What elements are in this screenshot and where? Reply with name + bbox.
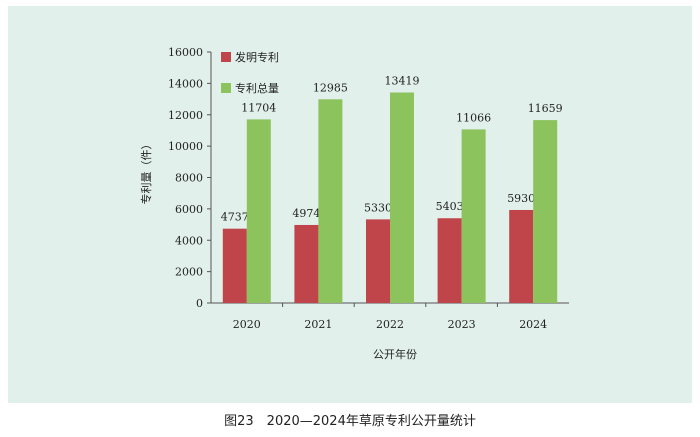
y-tick-label: 6000 [175, 203, 203, 216]
legend-label: 发明专利 [235, 50, 279, 64]
bar-total [461, 129, 486, 303]
x-tick-label: 2021 [304, 318, 332, 331]
bar-invention [222, 228, 247, 303]
bar-total [318, 99, 343, 303]
data-label: 11704 [241, 101, 276, 114]
x-tick-label: 2022 [376, 318, 404, 331]
y-axis-title: 专利量（件） [139, 139, 153, 205]
data-label: 13419 [385, 74, 420, 87]
bar-invention [437, 218, 462, 303]
bar-invention [509, 209, 534, 303]
data-label: 5930 [507, 192, 535, 205]
data-label: 5403 [436, 200, 464, 213]
legend-swatch [221, 83, 231, 93]
x-tick-label: 2024 [519, 318, 547, 331]
bar-total [390, 92, 414, 303]
data-label: 5330 [364, 201, 392, 214]
y-tick-label: 10000 [168, 140, 203, 153]
data-label: 11066 [456, 111, 491, 124]
data-label: 4737 [221, 211, 249, 224]
bar-total [533, 120, 558, 304]
x-tick-label: 2020 [233, 318, 261, 331]
data-label: 4974 [292, 207, 320, 220]
legend-label: 专利总量 [235, 81, 279, 95]
y-tick-label: 16000 [168, 46, 203, 59]
legend-swatch [221, 52, 231, 62]
y-tick-label: 8000 [175, 172, 203, 185]
y-tick-label: 2000 [175, 266, 203, 279]
bar-chart: 0 2000 4000 6000 8000 10000 12000 14000 16000 473… [139, 46, 569, 361]
y-tick-label: 14000 [168, 77, 203, 90]
data-label: 11659 [528, 102, 563, 115]
bar-invention [366, 219, 390, 303]
x-tick-label: 2023 [448, 318, 476, 331]
x-axis-title: 公开年份 [373, 347, 417, 361]
bar-invention [294, 224, 319, 303]
chart-panel: 0 2000 4000 6000 8000 10000 12000 14000 16000 473… [8, 6, 692, 403]
figure-caption: 图23 2020—2024年草原专利公开量统计 [224, 414, 476, 429]
y-tick-label: 4000 [175, 234, 203, 247]
y-tick-label: 12000 [168, 109, 203, 122]
data-label: 12985 [313, 81, 348, 94]
y-tick-label: 0 [196, 297, 203, 310]
bar-total [246, 119, 271, 304]
